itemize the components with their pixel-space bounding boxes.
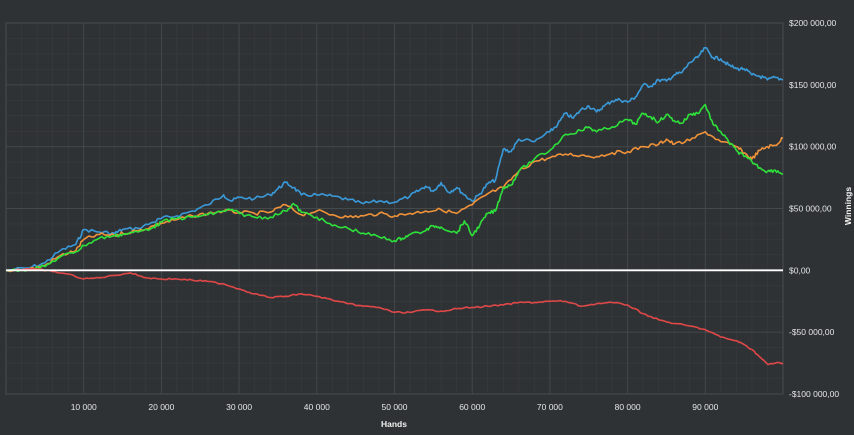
y-tick-label: -$100 000,00 <box>789 389 839 399</box>
y-tick-label: $0,00 <box>789 265 811 275</box>
series-line-2 <box>5 131 784 273</box>
x-tick-label: 40 000 <box>304 402 330 412</box>
data-series <box>5 46 784 366</box>
x-tick-label: 60 000 <box>459 402 485 412</box>
tick-labels: 10 000 20 000 30 000 40 000 50 000 60 000 70 0… <box>71 18 840 412</box>
y-axis-title: Winnings <box>843 187 853 225</box>
y-tick-label: $200 000,00 <box>789 18 837 28</box>
y-tick-label: $100 000,00 <box>789 142 837 152</box>
y-tick-label: $150 000,00 <box>789 80 837 90</box>
x-tick-label: 50 000 <box>382 402 408 412</box>
x-tick-label: 70 000 <box>537 402 563 412</box>
x-tick-label: 10 000 <box>71 402 97 412</box>
y-tick-label: $50 000,00 <box>789 204 832 214</box>
x-tick-label: 90 000 <box>692 402 718 412</box>
series-line-1 <box>5 46 784 272</box>
series-line-3 <box>5 103 784 273</box>
y-tick-label: -$50 000,00 <box>789 327 835 337</box>
series-line-4 <box>5 267 784 366</box>
x-tick-label: 80 000 <box>615 402 641 412</box>
x-tick-label: 30 000 <box>226 402 252 412</box>
x-axis-title: Hands <box>381 419 407 429</box>
x-tick-label: 20 000 <box>148 402 174 412</box>
grid-lines <box>5 22 784 395</box>
